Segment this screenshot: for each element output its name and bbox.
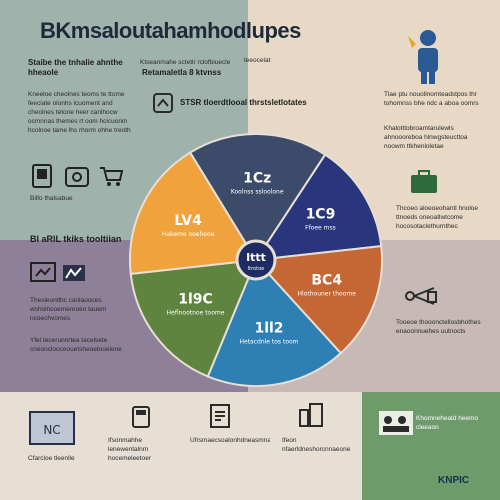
- left-heading: Staibe the tnhalie ahnthe hheaole: [28, 58, 123, 77]
- pie-slice-label-3: Hetacdnle tos toom: [240, 338, 299, 345]
- pie-value-label-3: 1ll2: [254, 320, 283, 336]
- green-box-text: Khomneheatd heemo cleeaon: [416, 415, 479, 431]
- pie-center-badge: [235, 239, 277, 281]
- network-icon: [404, 284, 438, 313]
- briefcase-icon: [410, 170, 438, 199]
- top-caption-2: Retamaletla 8 ktvnss: [142, 68, 222, 77]
- svg-text:NC: NC: [43, 423, 60, 437]
- pie-slice-1: [253, 153, 383, 262]
- city-icon: [298, 402, 326, 433]
- pie-slice-5: [129, 151, 258, 275]
- pie-slice-label-5: Hakeme ooehooe: [162, 231, 215, 238]
- top-sub-heading: STSR tloerdtlooal thrstsletlotates: [180, 98, 307, 107]
- building-icon: [64, 164, 90, 193]
- pie-center-sublabel: ltrotoe: [248, 266, 264, 272]
- pie-value-label-1: 1C9: [306, 206, 336, 222]
- pie-slice-label-0: Koolnss ssloolone: [231, 188, 284, 195]
- person-icon: [406, 28, 446, 91]
- pie-value-label-4: 1l9C: [178, 291, 213, 307]
- bottom-caption-3: Ufrsmaecsoalonhdneasmnaom: [190, 437, 270, 444]
- document-icon: [208, 404, 232, 433]
- pie-center-label: Ittt: [246, 251, 266, 264]
- pie-slice-3: [206, 258, 343, 387]
- right-text-4: Tooeoe thooonctellosbhothes enaoonnuehes…: [396, 319, 481, 335]
- pie-slice-2: [253, 245, 383, 355]
- left-body-text: Kneeloe cheolnes teoms te ttome feeciate…: [28, 91, 131, 134]
- pie-chart: 1Cz Koolnss ssloolone 1C9 Ffoee mss BC4 Hloth…: [129, 133, 383, 387]
- pie-value-label-5: LV4: [174, 213, 202, 229]
- right-text-1: Tlae ptu nouollnomteadstpos thr tohomnss…: [384, 91, 479, 107]
- bottom-caption-1: Cfarcloe tleenlle: [28, 455, 75, 462]
- calculator-icon: [130, 406, 152, 433]
- right-text-2: Khalotttobroamtarulewls ahnoooreboa hlnw…: [384, 125, 468, 150]
- bottom-caption-2: Ifsonmahhe lenewentalnm hocemeleetoer: [108, 437, 151, 462]
- cart-icon: [98, 164, 124, 193]
- left-bottom-text-2: Yfel tecerunnrtea tacelsete cneonclooceo…: [30, 337, 122, 353]
- left-banner: Bl aRlL tkiks tooltiian: [30, 234, 122, 244]
- bottom-caption-4: Ifeon nfaerldneshorcnnaeone: [282, 437, 351, 453]
- pie-value-label-2: BC4: [311, 273, 342, 289]
- pie-slice-0: [188, 133, 327, 262]
- panel-green-box: [362, 392, 500, 500]
- left-bottom-text-1: Thesleontlhc canlaooces wsholncoemenroen…: [30, 297, 107, 322]
- top-caption-1: Ktseanmahe sctetlr rclofbiuecle: [140, 59, 231, 66]
- home-icon: [152, 92, 174, 119]
- pie-slice-4: [129, 258, 258, 378]
- pie-slice-label-2: Hlothouner thoome: [298, 291, 357, 298]
- right-text-3: Thcoeo aloeoeohantl hnoloe ttnoeds oneoa…: [396, 205, 479, 230]
- book-icon: NC: [28, 408, 78, 453]
- top-caption-3: teeocelat: [244, 57, 271, 64]
- icon-label: Bilfo thalsabue: [30, 195, 73, 202]
- page-title: BKmsaloutahamhodlupes: [40, 18, 301, 43]
- phone-icon: [30, 164, 54, 193]
- chart-icon: [62, 264, 86, 289]
- team-icon: [378, 410, 414, 441]
- screen-icon: [30, 262, 56, 289]
- pie-slice-label-1: Ffoee mss: [305, 224, 336, 231]
- pie-slice-label-4: Heflnootnoe toome: [167, 309, 225, 316]
- brand-logo: KNPIC: [438, 476, 470, 486]
- pie-value-label-0: 1Cz: [243, 170, 271, 186]
